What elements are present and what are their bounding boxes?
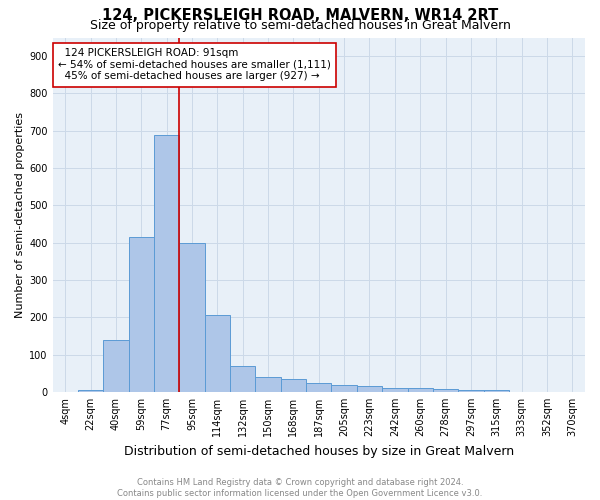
Bar	[103, 340, 128, 392]
Bar	[281, 379, 306, 392]
Bar	[205, 316, 230, 392]
Bar	[78, 390, 103, 392]
Bar	[382, 388, 407, 392]
Text: Contains HM Land Registry data © Crown copyright and database right 2024.
Contai: Contains HM Land Registry data © Crown c…	[118, 478, 482, 498]
Y-axis label: Number of semi-detached properties: Number of semi-detached properties	[15, 112, 25, 318]
X-axis label: Distribution of semi-detached houses by size in Great Malvern: Distribution of semi-detached houses by …	[124, 444, 514, 458]
Bar	[154, 134, 179, 392]
Text: Size of property relative to semi-detached houses in Great Malvern: Size of property relative to semi-detach…	[89, 19, 511, 32]
Bar	[407, 388, 433, 392]
Bar	[433, 389, 458, 392]
Bar	[458, 390, 484, 392]
Bar	[179, 242, 205, 392]
Bar	[230, 366, 256, 392]
Bar	[357, 386, 382, 392]
Bar	[128, 237, 154, 392]
Bar	[484, 390, 509, 392]
Text: 124 PICKERSLEIGH ROAD: 91sqm
← 54% of semi-detached houses are smaller (1,111)
 : 124 PICKERSLEIGH ROAD: 91sqm ← 54% of se…	[58, 48, 331, 82]
Bar	[256, 377, 281, 392]
Bar	[306, 382, 331, 392]
Text: 124, PICKERSLEIGH ROAD, MALVERN, WR14 2RT: 124, PICKERSLEIGH ROAD, MALVERN, WR14 2R…	[102, 8, 498, 23]
Bar	[331, 385, 357, 392]
